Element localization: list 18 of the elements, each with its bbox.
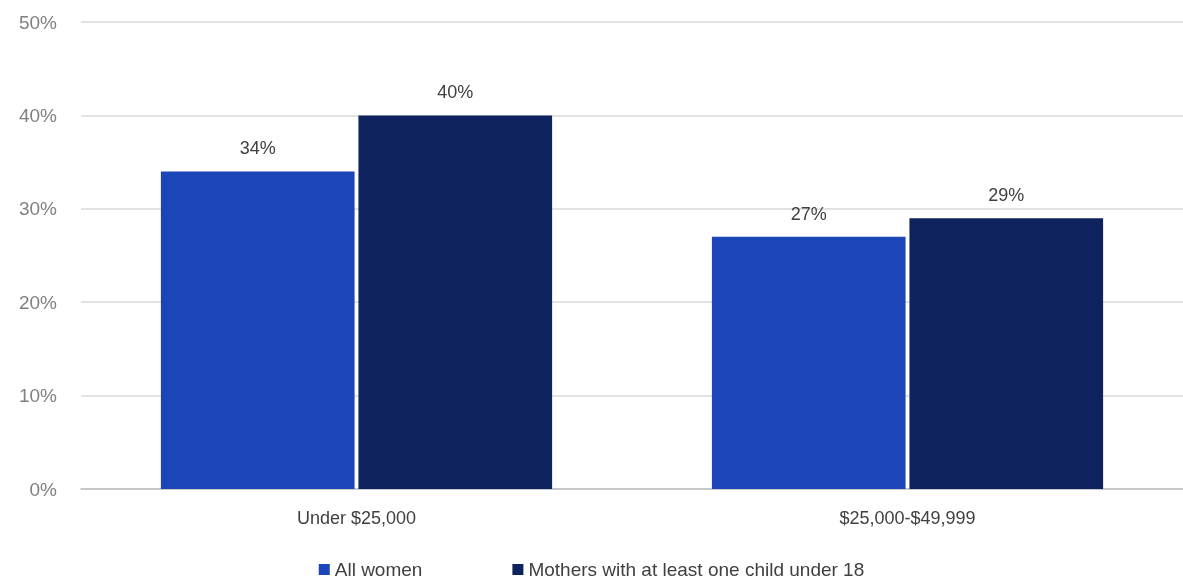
- bar: [711, 236, 906, 489]
- legend-label: Mothers with at least one child under 18: [528, 559, 865, 580]
- data-label: 27%: [790, 203, 827, 224]
- y-tick-label: 20%: [18, 291, 58, 313]
- y-tick-label: 0%: [29, 478, 58, 500]
- bar: [160, 171, 355, 489]
- y-tick-label: 30%: [18, 198, 58, 220]
- y-tick-label: 10%: [18, 385, 58, 407]
- bar: [909, 218, 1104, 489]
- y-tick-label: 50%: [18, 11, 58, 33]
- legend-label: All women: [334, 559, 423, 580]
- y-tick-label: 40%: [18, 104, 58, 126]
- data-label: 34%: [239, 138, 276, 159]
- x-tick-label: Under $25,000: [296, 508, 417, 528]
- data-label: 40%: [437, 82, 474, 103]
- bar: [358, 115, 553, 489]
- x-tick-label: $25,000-$49,999: [839, 508, 976, 528]
- data-label: 29%: [988, 185, 1025, 206]
